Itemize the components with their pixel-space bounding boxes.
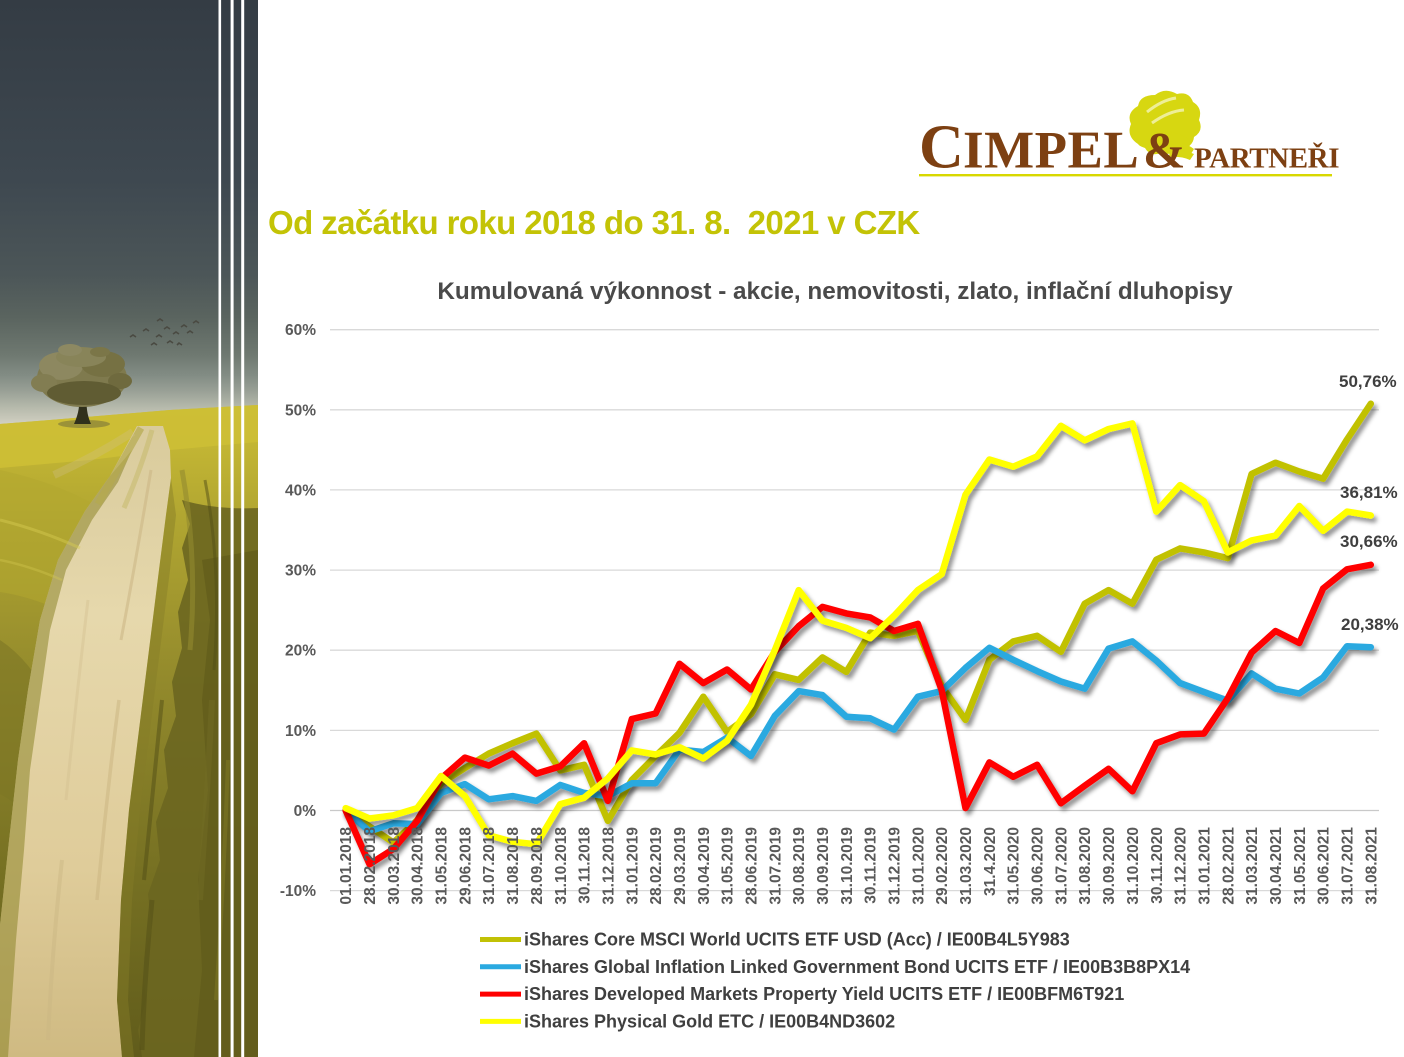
svg-text:31.05.2020: 31.05.2020: [1006, 827, 1023, 905]
svg-text:iShares Global Inflation Linke: iShares Global Inflation Linked Governme…: [524, 957, 1190, 977]
svg-text:31.05.2021: 31.05.2021: [1292, 827, 1309, 905]
svg-text:30.11.2020: 30.11.2020: [1149, 827, 1166, 904]
svg-text:0%: 0%: [294, 803, 317, 820]
svg-text:30.09.2020: 30.09.2020: [1101, 827, 1118, 905]
svg-text:20%: 20%: [285, 643, 316, 660]
svg-text:iShares Physical Gold ETC / IE: iShares Physical Gold ETC / IE00B4ND3602: [524, 1011, 895, 1031]
svg-text:29.02.2020: 29.02.2020: [934, 827, 951, 905]
svg-text:31.10.2020: 31.10.2020: [1125, 827, 1142, 905]
svg-text:30.03.2018: 30.03.2018: [386, 827, 403, 905]
svg-text:C: C: [919, 114, 964, 182]
svg-text:iShares Core MSCI World UCITS: iShares Core MSCI World UCITS ETF USD (A…: [524, 930, 1070, 950]
svg-text:28.09.2018: 28.09.2018: [529, 827, 546, 905]
svg-text:28.06.2019: 28.06.2019: [744, 827, 761, 905]
svg-text:31.01.2020: 31.01.2020: [910, 827, 927, 905]
svg-text:Kumulovaná výkonnost - akcie,: Kumulovaná výkonnost - akcie, nemovitost…: [437, 278, 1233, 305]
svg-text:60%: 60%: [285, 322, 316, 339]
svg-text:30.04.2018: 30.04.2018: [410, 827, 427, 905]
svg-text:30%: 30%: [285, 563, 316, 580]
svg-text:30.06.2020: 30.06.2020: [1030, 827, 1047, 905]
svg-text:-10%: -10%: [280, 883, 316, 900]
svg-text:31.07.2021: 31.07.2021: [1340, 827, 1357, 905]
svg-text:31.12.2020: 31.12.2020: [1173, 827, 1190, 905]
svg-text:30.06.2021: 30.06.2021: [1316, 827, 1333, 905]
svg-text:28.02.2019: 28.02.2019: [648, 827, 665, 905]
svg-text:31.07.2020: 31.07.2020: [1053, 827, 1070, 905]
svg-text:31.4.2020: 31.4.2020: [982, 827, 999, 896]
svg-text:31.12.2019: 31.12.2019: [887, 827, 904, 905]
svg-text:30.11.2019: 30.11.2019: [863, 827, 880, 904]
svg-text:31.10.2019: 31.10.2019: [839, 827, 856, 905]
svg-text:31.12.2018: 31.12.2018: [600, 827, 617, 905]
svg-text:36,81%: 36,81%: [1340, 483, 1398, 502]
svg-text:31.08.2020: 31.08.2020: [1077, 827, 1094, 905]
svg-text:28.02.2021: 28.02.2021: [1220, 827, 1237, 905]
svg-text:30.04.2019: 30.04.2019: [696, 827, 713, 905]
svg-text:31.08.2021: 31.08.2021: [1363, 827, 1380, 905]
svg-text:01.01.2018: 01.01.2018: [338, 827, 355, 905]
svg-text:29.03.2019: 29.03.2019: [672, 827, 689, 905]
svg-text:30.04.2021: 30.04.2021: [1268, 827, 1285, 905]
svg-text:&: &: [1143, 124, 1185, 180]
svg-text:iShares Developed Markets Prop: iShares Developed Markets Property Yield…: [524, 984, 1124, 1004]
svg-text:30.09.2019: 30.09.2019: [815, 827, 832, 905]
svg-text:31.07.2018: 31.07.2018: [481, 827, 498, 905]
svg-text:28.02.2018: 28.02.2018: [362, 827, 379, 905]
svg-text:31.10.2018: 31.10.2018: [553, 827, 570, 905]
svg-text:50%: 50%: [285, 402, 316, 419]
svg-text:31.01.2019: 31.01.2019: [624, 827, 641, 905]
svg-text:10%: 10%: [285, 723, 316, 740]
svg-text:50,76%: 50,76%: [1339, 372, 1397, 391]
svg-text:31.03.2021: 31.03.2021: [1244, 827, 1261, 905]
svg-text:30,66%: 30,66%: [1340, 532, 1398, 551]
svg-text:31.08.2018: 31.08.2018: [505, 827, 522, 905]
svg-text:PARTNEŘI: PARTNEŘI: [1194, 142, 1339, 175]
svg-text:31.05.2018: 31.05.2018: [434, 827, 451, 905]
svg-text:29.06.2018: 29.06.2018: [457, 827, 474, 905]
svg-text:30.08.2019: 30.08.2019: [791, 827, 808, 905]
svg-text:20,38%: 20,38%: [1341, 615, 1399, 634]
svg-text:40%: 40%: [285, 482, 316, 499]
svg-text:31.01.2021: 31.01.2021: [1196, 827, 1213, 905]
svg-text:IMPEL: IMPEL: [963, 122, 1139, 180]
svg-text:31.03.2020: 31.03.2020: [958, 827, 975, 905]
svg-text:Od začátku roku 2018 do 31. 8.: Od začátku roku 2018 do 31. 8. 2021 v CZ…: [268, 204, 920, 241]
svg-text:31.05.2019: 31.05.2019: [720, 827, 737, 905]
svg-text:30.11.2018: 30.11.2018: [577, 827, 594, 904]
svg-text:31.07.2019: 31.07.2019: [767, 827, 784, 905]
